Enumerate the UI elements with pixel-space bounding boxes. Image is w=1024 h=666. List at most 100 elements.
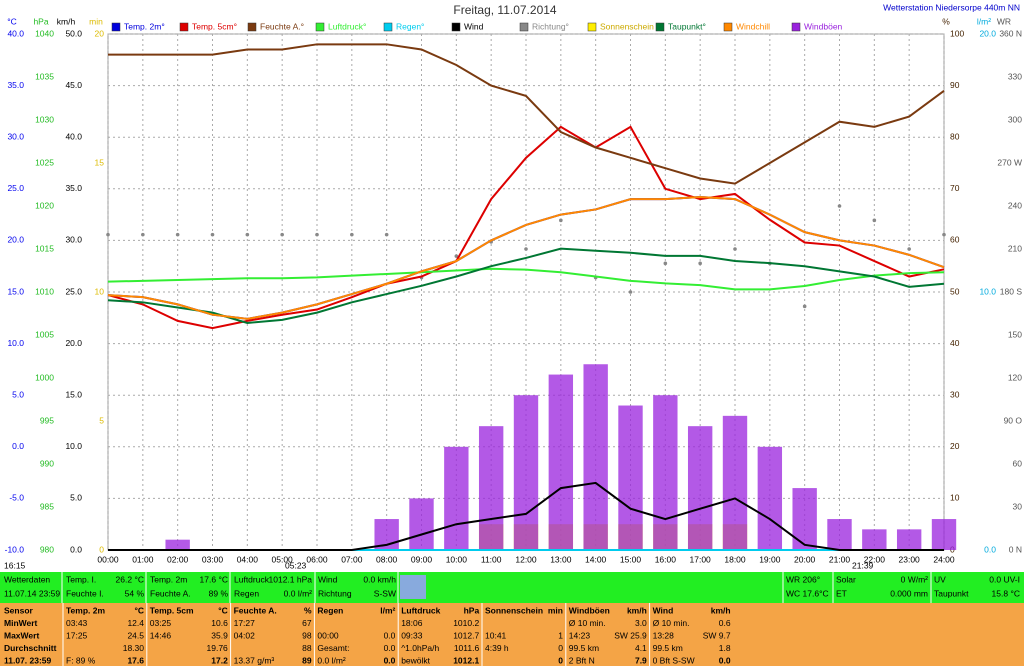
cell-note: bewölkt	[401, 655, 430, 665]
x-tick-label: 14:00	[585, 554, 607, 564]
y-tick-label: 300	[1008, 114, 1022, 124]
y-tick-label: 30.0	[7, 131, 24, 141]
series-line	[108, 43, 945, 185]
table-unit: km/h	[711, 605, 731, 615]
x-tick-label: 16:00	[655, 554, 677, 564]
legend-label: Luftdruck°	[328, 21, 366, 31]
status-label: Wind	[318, 574, 338, 584]
status-label: Regen	[234, 588, 259, 598]
legend-swatch	[247, 22, 257, 32]
cell-value: 0.0	[384, 655, 396, 665]
y-tick-label: 100	[950, 28, 964, 38]
y-tick-label: 270 W	[997, 157, 1022, 167]
table-unit: min	[548, 605, 563, 615]
y-tick-label: 5.0	[70, 493, 82, 503]
cell-note: 03:43	[66, 618, 88, 628]
point	[106, 232, 110, 237]
cell-value: 0.0	[384, 643, 396, 653]
y-tick-label: -5.0	[9, 493, 24, 503]
cell-value: 10.6	[211, 618, 228, 628]
legend-label: Sonnenschein	[600, 21, 654, 31]
x-tick-label: 05:00	[272, 554, 294, 564]
legend-label: Regen°	[396, 21, 424, 31]
series-line	[107, 267, 945, 291]
point	[628, 290, 633, 294]
cell-note: 17:27	[234, 618, 256, 628]
bar	[513, 395, 539, 550]
cell-note: 0 Bft S-SW	[653, 655, 695, 665]
cell-value: 1012.7	[453, 630, 479, 640]
x-tick-label: 10:00	[446, 554, 468, 564]
cell-value: 24.5	[127, 630, 144, 640]
cell-note: 18:06	[401, 618, 423, 628]
cell-note: 0.0 l/m²	[317, 655, 346, 665]
y-tick-label: 30	[1013, 501, 1023, 511]
y-tick-label: 5	[99, 415, 104, 425]
chart-title: Freitag, 11.07.2014	[453, 3, 557, 17]
point	[663, 261, 668, 266]
x-tick-label: 07:00	[341, 554, 363, 564]
cell-note: 03:25	[150, 618, 172, 628]
y-tick-label: -10.0	[5, 544, 25, 554]
y-tick-label: 50	[950, 286, 960, 296]
point	[384, 232, 389, 237]
axis-title: l/m²	[977, 16, 991, 26]
y-tick-label: 10.0	[979, 286, 996, 296]
y-tick-label: 10.0	[65, 441, 82, 451]
y-tick-label: 40.0	[65, 131, 82, 141]
bar	[444, 446, 469, 550]
status-value: 0 W/m²	[901, 574, 929, 584]
y-tick-label: 0.0	[984, 544, 996, 554]
y-tick-label: 10.0	[7, 338, 24, 348]
table-header: Regen	[317, 605, 343, 615]
x-tick-label: 09:00	[411, 554, 433, 564]
cell-value: 19.76	[207, 643, 229, 653]
y-tick-label: 70	[950, 183, 960, 193]
point	[698, 261, 702, 266]
cell-value: 17.2	[211, 655, 228, 665]
y-tick-label: 1015	[35, 243, 54, 253]
point	[872, 218, 877, 223]
status-label: Solar	[836, 574, 856, 584]
legend-label: Windböen	[804, 21, 843, 31]
bar	[757, 446, 783, 550]
y-tick-label: 10	[950, 493, 960, 503]
cell-note: Ø 10 min.	[569, 618, 606, 628]
bar	[722, 415, 748, 550]
legend-swatch	[383, 22, 393, 32]
bar	[792, 488, 817, 550]
table-unit: °C	[218, 605, 228, 615]
y-tick-label: 180 S	[1000, 286, 1023, 296]
x-tick-label: 04:00	[237, 554, 259, 564]
table-unit: km/h	[627, 605, 647, 615]
point	[315, 232, 319, 237]
y-tick-label: 15.0	[7, 286, 24, 296]
cell-note: 4:39 h	[485, 643, 509, 653]
summary-table	[0, 603, 1024, 666]
x-tick-label: 06:00	[306, 554, 328, 564]
status-value: 15.8 °C	[992, 588, 1020, 598]
cell-note: Ø 10 min.	[653, 618, 690, 628]
x-tick-label: 18:00	[724, 554, 746, 564]
bar	[896, 529, 922, 550]
point	[280, 232, 284, 237]
cell-note: ^1.0hPa/h	[401, 643, 439, 653]
cell-value: 35.9	[211, 630, 228, 640]
status-label: Temp. 2m	[150, 574, 187, 584]
y-tick-label: 1010	[35, 286, 54, 296]
x-tick-label: 12:00	[515, 554, 537, 564]
legend-swatch	[451, 22, 461, 32]
table-header: Temp. 5cm	[150, 605, 194, 615]
point	[942, 232, 946, 237]
bar	[687, 426, 713, 550]
cell-value: 89	[302, 655, 312, 665]
y-tick-label: 90 O	[1004, 415, 1023, 425]
y-tick-label: 20.0	[979, 28, 996, 38]
y-tick-label: 25.0	[65, 286, 82, 296]
table-header: Luftdruck	[401, 605, 440, 615]
bar	[827, 519, 852, 550]
series-line	[107, 247, 945, 324]
status-value: 0.0 UV-I	[989, 574, 1020, 584]
table-header: Feuchte A.	[234, 605, 277, 615]
y-tick-label: 35.0	[7, 80, 24, 90]
